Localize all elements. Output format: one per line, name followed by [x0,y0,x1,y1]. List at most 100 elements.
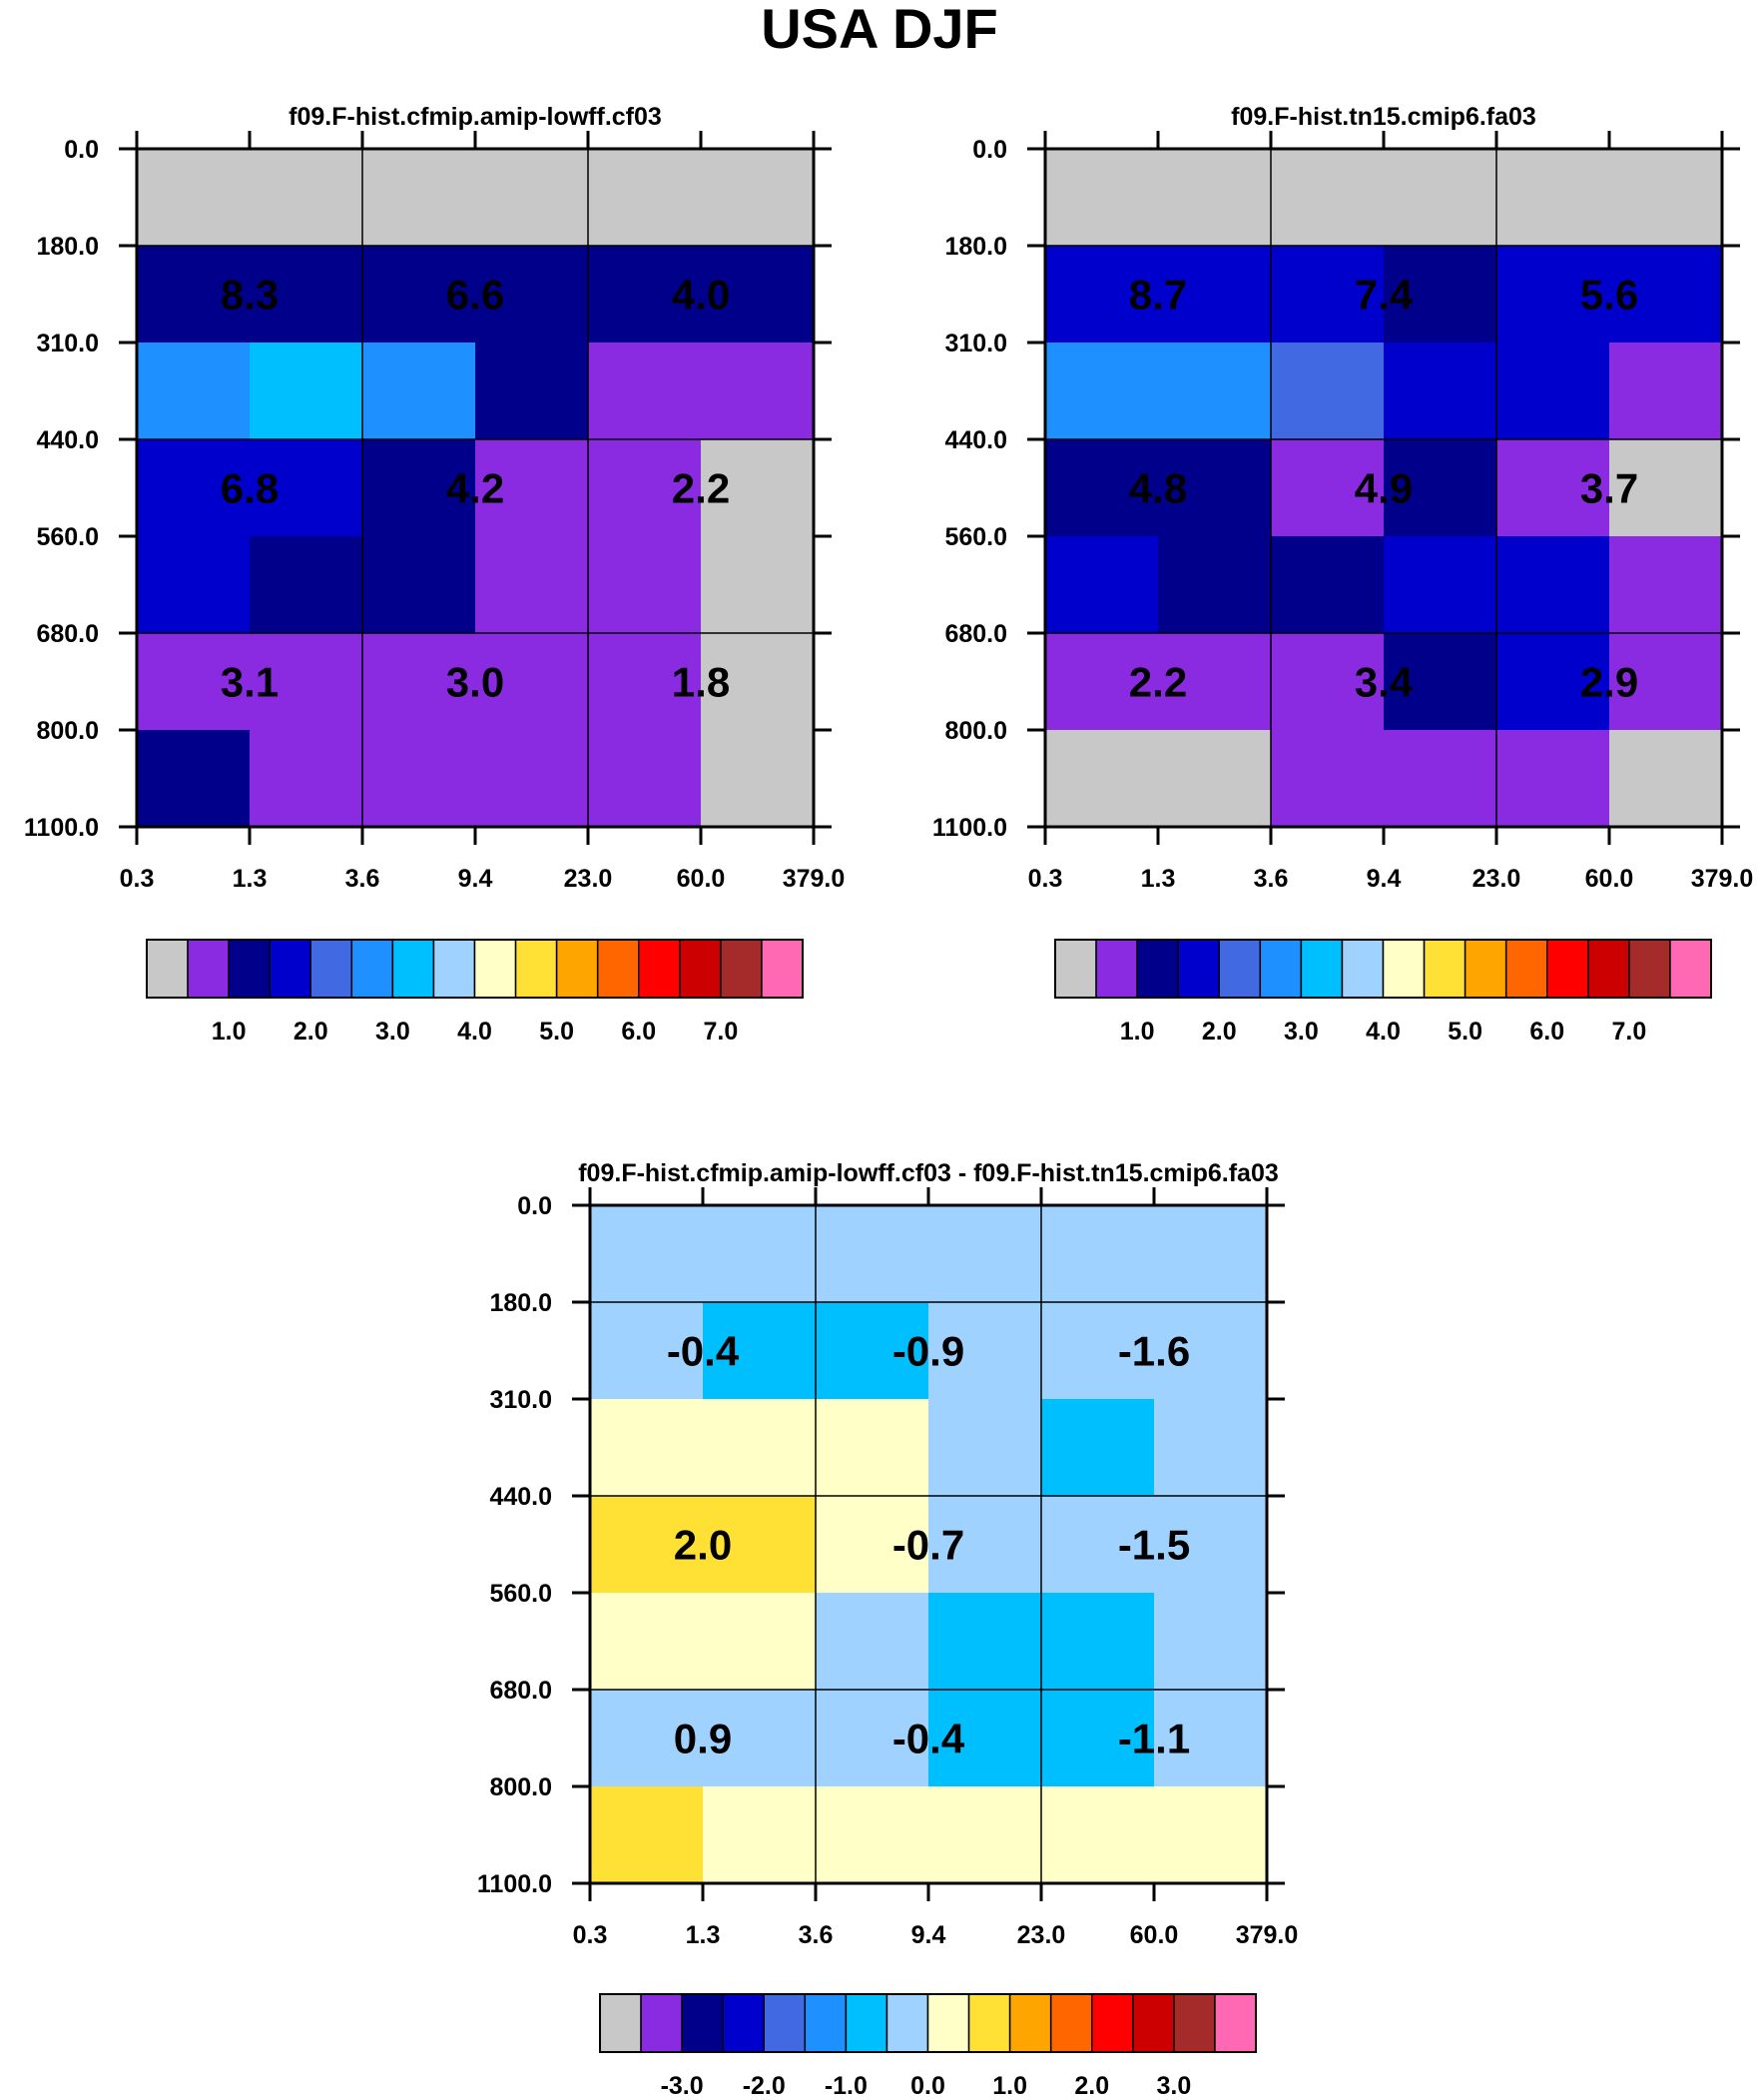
colorbar-box [845,1993,888,2053]
heatmap-cell [362,536,476,634]
heatmap-cell [816,1205,929,1303]
heatmap-cell [928,1302,1042,1400]
heatmap-cell [1045,246,1159,344]
x-tick-label: 1.3 [233,865,268,893]
heatmap-cell [1271,343,1385,440]
heatmap-cell [701,149,815,247]
heatmap-cell [816,1399,929,1497]
colorbar-box [967,1993,1011,2053]
colorbar-label: 3.0 [1284,1018,1319,1046]
heatmap-cell [1384,343,1497,440]
colorbar-box [1054,939,1097,999]
heatmap-cell [590,1302,704,1400]
heatmap-cell [1496,149,1610,247]
heatmap-cell [1496,439,1610,537]
y-tick-label: 180.0 [36,233,99,261]
colorbar-box [804,1993,848,2053]
colorbar-label: 2.0 [293,1018,328,1046]
x-tick-label: 60.0 [1585,865,1634,893]
colorbar-label: 3.0 [375,1018,410,1046]
y-tick-label: 680.0 [944,620,1007,648]
heatmap-cell [137,439,251,537]
y-tick-label: 310.0 [944,330,1007,357]
heatmap-cell [362,633,476,731]
heatmap-cell [703,1496,817,1594]
heatmap-cell [1045,633,1159,731]
data-label: -1.1 [1118,1716,1190,1762]
x-tick-label: 23.0 [564,865,613,893]
heatmap-cell [701,246,815,344]
x-tick-label: 1.3 [1141,865,1176,893]
heatmap-cell [1271,149,1385,247]
heatmap-cell [588,343,702,440]
heatmap-cell [816,1593,929,1691]
heatmap-cell [928,1593,1042,1691]
heatmap-cell [475,439,589,537]
colorbar-label: -2.0 [743,2072,786,2100]
heatmap-cell [475,149,589,247]
heatmap-cell [928,1399,1042,1497]
colorbar-box [1136,939,1179,999]
heatmap-cell [1384,439,1497,537]
heatmap-cell [1045,730,1159,828]
heatmap-cell [703,1786,817,1884]
colorbar-label: 6.0 [1529,1018,1564,1046]
x-tick-label: 9.4 [911,1921,946,1949]
data-label: 4.9 [1355,465,1413,512]
data-label: 8.7 [1129,272,1187,319]
x-tick-label: 0.3 [1028,865,1063,893]
y-tick-label: 0.0 [517,1192,552,1220]
colorbar-box [1669,939,1712,999]
colorbar-box [638,939,681,999]
colorbar-label: 5.0 [1448,1018,1482,1046]
x-tick-label: 23.0 [1472,865,1521,893]
colorbar-box [473,939,517,999]
colorbar-box [1504,939,1548,999]
colorbar-box [1546,939,1589,999]
heatmap-cell [1271,730,1385,828]
colorbar-label: -3.0 [661,2072,704,2100]
heatmap-cell [475,730,589,828]
y-tick-label: 440.0 [944,426,1007,454]
heatmap-cell [1384,633,1497,731]
y-tick-label: 800.0 [36,717,99,745]
y-tick-label: 0.0 [972,136,1007,164]
x-tick-label: 3.6 [799,1921,834,1949]
heatmap-cell [701,439,815,537]
colorbar-box [1423,939,1467,999]
colorbar-box [1587,939,1630,999]
colorbar-box [1173,1993,1216,2053]
heatmap-cell [250,633,363,731]
colorbar-box [1132,1993,1175,2053]
heatmap-cell [250,149,363,247]
panel-title: f09.F-hist.cfmip.amip-lowff.cf03 - f09.F… [578,1159,1279,1187]
heatmap-cell [1041,1302,1155,1400]
heatmap-cell [816,1786,929,1884]
heatmap-cell [250,730,363,828]
data-label: 0.9 [674,1716,732,1762]
heatmap-cell [1154,1399,1268,1497]
heatmap-cell [590,1205,704,1303]
heatmap-cell [701,343,815,440]
heatmap-cell [928,1496,1042,1594]
heatmap-cell [590,1496,704,1594]
heatmap-cell [362,730,476,828]
heatmap-cell [1154,1496,1268,1594]
heatmap-cell [250,439,363,537]
heatmap-cell [703,1302,817,1400]
y-tick-label: 440.0 [36,426,99,454]
heatmap-cell [1158,439,1272,537]
x-tick-label: 60.0 [677,865,726,893]
heatmap-cell [137,730,251,828]
y-tick-label: 800.0 [944,717,1007,745]
colorbar-label: 2.0 [1074,2072,1109,2100]
colorbar-box [679,939,722,999]
heatmap-cell [701,633,815,731]
y-tick-label: 800.0 [489,1773,552,1801]
data-label: -1.5 [1118,1522,1190,1569]
heatmap-cell [703,1690,817,1787]
panel-title: f09.F-hist.cfmip.amip-lowff.cf03 [289,103,662,131]
heatmap-cell [250,536,363,634]
heatmap-cell [137,149,251,247]
heatmap-cell [588,633,702,731]
